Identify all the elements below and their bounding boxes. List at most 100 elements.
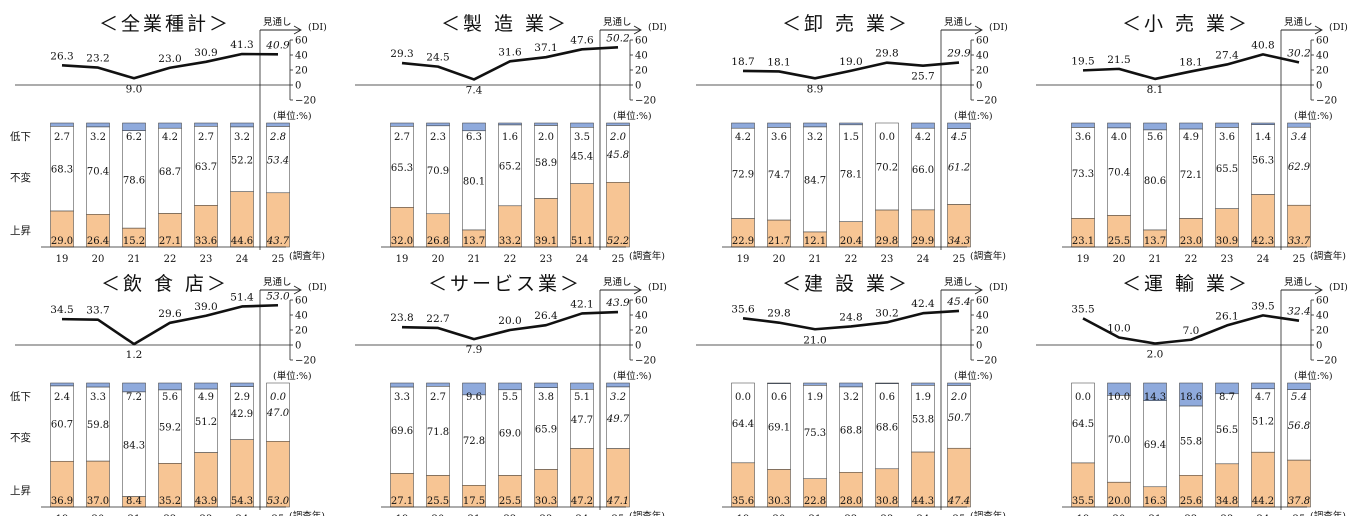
di-point-label: 21.5 [1107,54,1130,66]
bar-label-unchanged: 47.0 [266,408,290,419]
di-axis-tick-label: 60 [976,296,989,307]
chart-title: ＜製 造 業＞ [441,13,569,35]
bar-label-decline: 4.9 [1183,132,1199,143]
bar-label-rise: 30.9 [1216,236,1238,247]
bar-label-decline: 2.0 [609,132,627,143]
di-point-label: 26.4 [534,310,558,322]
di-point-label: 29.8 [767,308,790,320]
chart-title: ＜小 売 業＞ [1122,13,1250,35]
row-label-decline: 低下 [10,390,31,403]
unit-label: (単位:%) [613,110,652,122]
bar-label-unchanged: 66.0 [912,165,934,176]
bar-label-unchanged: 51.2 [195,417,217,428]
bar-segment-decline [498,382,522,391]
bar-label-unchanged: 68.3 [51,165,73,176]
unit-label: (単位:%) [613,370,652,382]
x-tick-label: 20 [1113,254,1126,265]
di-axis-tick-label: 40 [635,51,648,62]
bar-label-decline: 3.6 [771,132,787,143]
x-tick-label: 23 [881,254,894,265]
bar-label-unchanged: 64.4 [732,419,754,430]
row-label-decline: 低下 [10,130,31,143]
bar-segment-decline [122,122,146,131]
bar-segment-decline [158,382,182,391]
year-axis-label: (調査年) [1310,250,1346,262]
bar-label-decline: 0.0 [879,132,895,143]
bar-label-decline: 5.4 [1291,392,1307,403]
bar-label-decline: 3.3 [394,392,410,403]
bar-label-unchanged: 68.8 [840,426,862,437]
bar-label-decline: 5.6 [1147,132,1163,143]
x-tick-label: 24 [917,254,930,265]
year-axis-label: (調査年) [629,510,665,516]
forecast-label: 見通し [263,17,292,28]
di-axis-tick-label: 20 [976,326,989,337]
di-axis-tick-label: 60 [295,36,308,47]
di-point-label: 2.0 [1147,349,1164,361]
bar-label-rise: 22.8 [804,496,826,507]
x-tick-label: 25 [1293,254,1306,265]
bar-label-rise: 13.7 [463,236,485,247]
di-point-label: 23.2 [86,53,109,65]
di-point-label: 24.5 [426,52,449,64]
di-point-label: 34.5 [50,304,73,316]
di-point-label: 30.9 [194,47,217,59]
di-point-label: 41.3 [230,39,253,51]
bar-label-decline: 2.7 [394,132,410,143]
bar-label-decline: 3.2 [807,132,823,143]
forecast-label: 見通し [1284,17,1313,28]
bar-label-unchanged: 59.2 [159,423,181,434]
di-point-label: 9.0 [126,83,143,95]
di-point-label: 39.5 [1251,300,1274,312]
di-point-label: 35.5 [1071,303,1094,315]
bar-label-unchanged: 69.4 [1144,440,1166,451]
unit-label: (単位:%) [273,110,312,122]
di-point-label: 42.1 [570,298,593,310]
di-axis-tick-label: 20 [635,66,648,77]
di-point-label: 30.2 [875,307,898,319]
bar-label-unchanged: 62.9 [1288,162,1311,173]
di-axis-tick-label: −20 [1316,96,1337,107]
di-line [61,303,279,346]
di-point-label: 7.4 [466,84,483,96]
di-point-label: 23.0 [158,53,181,65]
chart-panel-2: ＜製 造 業＞ 見通し (DI)60 40 20 0 −20 29.3 24.5 7.4 31.6 3… [355,13,667,265]
bar-segment-decline [606,122,630,126]
di-line [742,309,960,331]
bar-segment-decline [1071,122,1095,128]
bar-label-rise: 33.7 [1288,236,1311,247]
x-tick-label: 22 [845,254,858,265]
di-axis-tick-label: 20 [976,66,989,77]
bar-label-decline: 14.3 [1144,392,1166,403]
bar-label-unchanged: 59.8 [87,420,109,431]
bar-label-decline: 3.8 [538,392,554,403]
di-axis-tick-label: 20 [635,326,648,337]
forecast-arrow-head [1314,285,1323,295]
bar-label-unchanged: 45.4 [571,151,593,162]
bar-label-rise: 33.2 [499,236,521,247]
di-point-label: 51.4 [230,291,254,303]
bar-label-decline: 2.4 [54,392,70,403]
bar-segment-decline [1251,382,1275,390]
bar-segment-decline [947,122,971,129]
bar-label-rise: 25.5 [427,496,449,507]
unit-label: (単位:%) [273,370,312,382]
bar-segment-decline [426,382,450,387]
bar-label-unchanged: 69.0 [499,429,521,440]
bar-label-decline: 3.2 [843,392,859,403]
bar-segment-decline [426,122,450,127]
bar-label-decline: 8.7 [1219,392,1235,403]
di-point-label: 24.8 [839,311,862,323]
di-unit-label: (DI) [989,22,1008,33]
bar-label-rise: 44.3 [912,496,934,507]
bar-label-unchanged: 47.7 [571,415,593,426]
di-axis-tick-label: 40 [1316,311,1329,322]
di-axis-tick-label: −20 [1316,356,1337,367]
bar-label-unchanged: 56.5 [1216,425,1238,436]
bar-label-rise: 13.7 [1144,236,1166,247]
bar-label-unchanged: 72.8 [463,436,485,447]
di-unit-label: (DI) [308,22,327,33]
bar-label-decline: 3.4 [1291,132,1307,143]
year-axis-label: (調査年) [629,250,665,262]
bar-label-decline: 4.2 [162,132,178,143]
